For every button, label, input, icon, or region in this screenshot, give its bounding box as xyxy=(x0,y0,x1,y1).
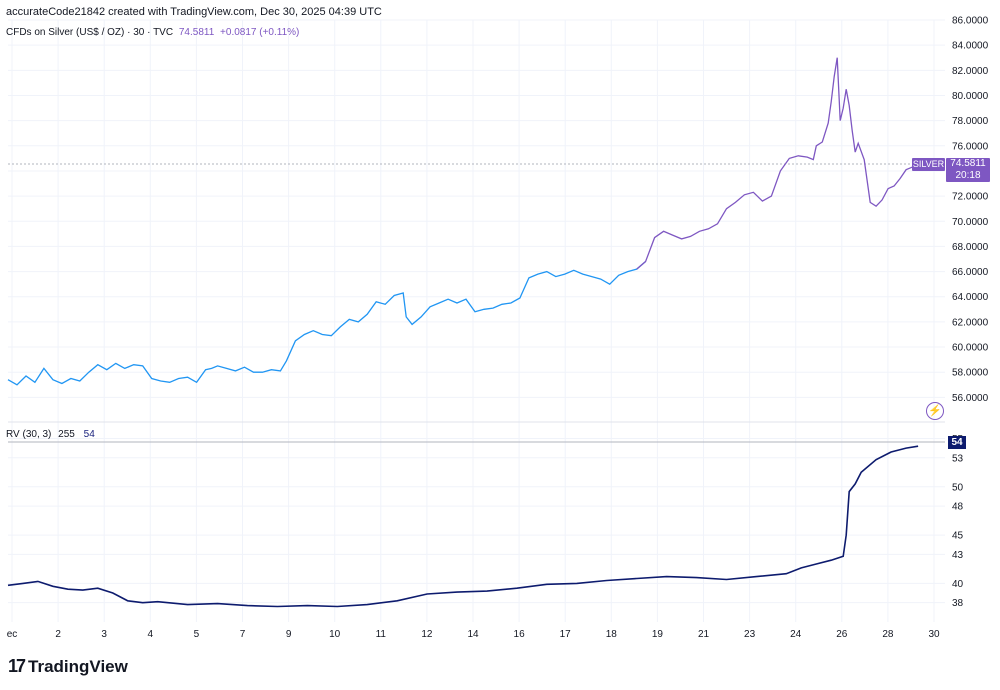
price-tick-label: 72.0000 xyxy=(952,192,989,203)
price-tick-label: 62.0000 xyxy=(952,317,989,328)
price-tick-label: 60.0000 xyxy=(952,343,989,354)
rv-tick-label: 50 xyxy=(952,482,964,493)
time-tick-label: 16 xyxy=(514,629,526,640)
time-tick-label: 4 xyxy=(148,629,154,640)
time-tick-label: 28 xyxy=(882,629,894,640)
rv-name: RV (30, 3) xyxy=(6,429,52,440)
rv-series xyxy=(7,445,919,608)
price-grid xyxy=(8,19,945,622)
rv-tick-label: 48 xyxy=(952,502,964,513)
time-tick-label: 30 xyxy=(928,629,940,640)
time-tick-label: 14 xyxy=(467,629,479,640)
brand-name: TradingView xyxy=(28,656,128,676)
price-tick-label: 64.0000 xyxy=(952,292,989,303)
price-line-purple xyxy=(636,57,922,270)
price-tick-label: 76.0000 xyxy=(952,141,989,152)
rv-tick-label: 38 xyxy=(952,598,964,609)
time-tick-label: 2 xyxy=(55,629,61,640)
time-tick-label: 11 xyxy=(376,629,387,640)
last-price-tag-value: 74.5811 xyxy=(950,158,986,169)
time-x-axis: ec 2 3 4 5 7 9 10 11 12 14 16 17 18 19 21 23 24 26 28 30 xyxy=(7,629,940,640)
price-tick-label: 58.0000 xyxy=(952,368,989,379)
time-tick-label: 5 xyxy=(194,629,200,640)
tradingview-brand[interactable]: 17 TradingView xyxy=(8,656,128,677)
time-tick-label: 7 xyxy=(240,629,246,640)
price-tick-label: 68.0000 xyxy=(952,242,989,253)
price-y-axis: 56.0000 58.0000 60.0000 62.0000 64.0000 66.00… xyxy=(952,16,989,404)
price-change: +0.0817 (+0.11%) xyxy=(220,27,300,38)
time-tick-label: 23 xyxy=(744,629,756,640)
tradingview-logo: 17 xyxy=(8,656,26,676)
price-tick-label: 66.0000 xyxy=(952,267,989,278)
rv-value-tag: 54 xyxy=(948,436,966,449)
time-tick-label: 18 xyxy=(606,629,618,640)
rv-tick-label: 40 xyxy=(952,579,964,590)
rv-tick-label: 53 xyxy=(952,453,964,464)
symbol-tag: SILVER xyxy=(912,158,945,171)
bar-countdown: 20:18 xyxy=(955,170,981,181)
symbol-title: CFDs on Silver (US$ / OZ) · 30 · TVC xyxy=(6,27,174,38)
rv-tick-label: 45 xyxy=(952,531,964,542)
price-tick-label: 70.0000 xyxy=(952,217,989,228)
time-tick-label: 26 xyxy=(836,629,848,640)
time-tick-label: 17 xyxy=(560,629,572,640)
price-tick-label: 80.0000 xyxy=(952,91,989,102)
price-tick-label: 82.0000 xyxy=(952,66,989,77)
rv-tick-label: 43 xyxy=(952,550,964,561)
time-tick-label: 12 xyxy=(421,629,433,640)
rv-legend[interactable]: RV (30, 3) 255 54 xyxy=(6,429,95,440)
rv-y-axis: 3840434548505355 xyxy=(952,434,964,609)
rv-value: 54 xyxy=(83,429,95,440)
time-tick-label: ec xyxy=(7,629,18,640)
time-tick-label: 24 xyxy=(790,629,802,640)
last-value: 74.5811 xyxy=(178,27,215,38)
lightning-icon[interactable]: ⚡ xyxy=(926,402,944,420)
rv-param: 255 xyxy=(58,429,75,440)
price-series xyxy=(7,57,922,386)
author-credit: accurateCode21842 created with TradingVi… xyxy=(6,6,382,18)
time-tick-label: 19 xyxy=(652,629,664,640)
price-tick-label: 86.0000 xyxy=(952,16,989,27)
price-tick-label: 78.0000 xyxy=(952,116,989,127)
symbol-legend[interactable]: CFDs on Silver (US$ / OZ) · 30 · TVC 74.… xyxy=(6,27,299,38)
rv-grid xyxy=(8,437,945,604)
time-tick-label: 9 xyxy=(286,629,292,640)
price-line-blue xyxy=(7,261,647,386)
price-tick-label: 84.0000 xyxy=(952,41,989,52)
time-tick-label: 3 xyxy=(101,629,107,640)
price-tick-label: 56.0000 xyxy=(952,393,989,404)
last-price-tag: 74.5811 20:18 xyxy=(946,158,990,182)
time-tick-label: 21 xyxy=(698,629,710,640)
rv-line xyxy=(7,445,919,608)
time-tick-label: 10 xyxy=(329,629,341,640)
